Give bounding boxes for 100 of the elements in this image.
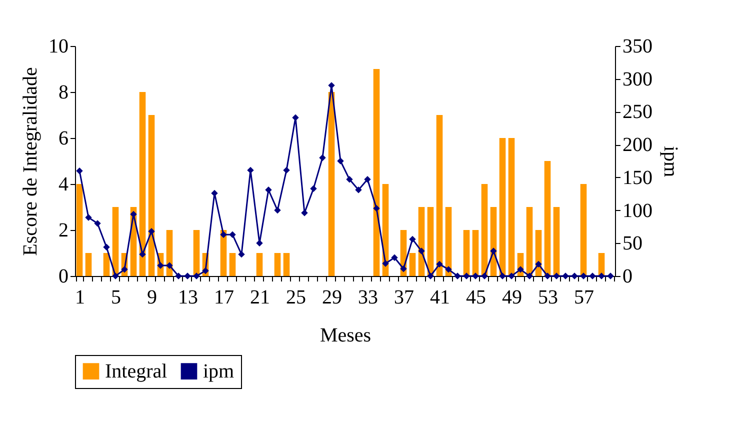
point — [427, 272, 434, 280]
y-tick-label: 4 — [58, 174, 68, 196]
x-tick-label: 1 — [75, 286, 85, 308]
point — [499, 272, 506, 280]
point — [598, 272, 605, 280]
point — [472, 272, 479, 280]
bar — [553, 207, 560, 276]
bar — [418, 207, 425, 276]
bar — [436, 115, 443, 276]
bar — [463, 230, 470, 276]
x-tick-label: 45 — [466, 286, 486, 308]
bar — [382, 184, 389, 276]
bar — [490, 207, 497, 276]
point — [94, 220, 101, 227]
point — [229, 231, 236, 238]
point — [292, 114, 299, 121]
y2-tick-label: 0 — [622, 266, 632, 288]
point — [193, 272, 200, 280]
point — [490, 248, 497, 254]
bar — [283, 253, 290, 276]
bar — [274, 253, 281, 276]
bar — [148, 115, 155, 276]
bar — [508, 138, 515, 276]
bar — [580, 184, 587, 276]
x-axis-title: Meses — [320, 324, 372, 346]
point — [544, 272, 551, 280]
point — [130, 210, 137, 218]
point — [103, 244, 110, 250]
y2-tick-label: 300 — [622, 68, 652, 90]
point — [526, 272, 533, 280]
point — [373, 204, 380, 212]
point — [436, 260, 443, 268]
bar — [229, 253, 236, 276]
point — [580, 272, 587, 280]
x-tick-label: 41 — [430, 286, 450, 308]
point — [571, 272, 578, 280]
point — [481, 272, 488, 280]
y-axis-title: Escore de Integralidade — [20, 66, 42, 256]
bar — [328, 92, 335, 276]
point — [346, 176, 353, 183]
x-tick-label: 33 — [358, 286, 378, 308]
y-tick-label: 8 — [58, 82, 68, 104]
point — [409, 236, 416, 243]
y2-tick-label: 200 — [622, 134, 652, 156]
point — [238, 250, 245, 258]
point — [121, 266, 128, 273]
point — [607, 272, 614, 280]
bar — [112, 207, 119, 276]
point — [355, 186, 362, 194]
point — [283, 166, 290, 174]
bar — [256, 253, 263, 276]
bar — [409, 253, 416, 276]
x-tick-label: 5 — [111, 286, 121, 308]
bar — [472, 230, 479, 276]
bar — [427, 207, 434, 276]
point — [166, 262, 173, 269]
point — [589, 272, 596, 280]
bar — [220, 230, 227, 276]
y2-tick-label: 250 — [622, 101, 652, 124]
bar — [544, 161, 551, 276]
y-tick-label: 0 — [58, 266, 68, 288]
point — [328, 82, 335, 89]
x-tick-label: 25 — [286, 286, 306, 308]
y-tick-label: 10 — [48, 36, 68, 58]
point — [364, 176, 371, 183]
bar — [139, 92, 146, 276]
y2-tick-label: 350 — [622, 36, 652, 58]
point — [265, 186, 272, 194]
point — [319, 154, 326, 162]
bar — [499, 138, 506, 276]
point — [202, 267, 209, 274]
point — [157, 262, 164, 269]
bar — [445, 207, 452, 276]
y2-tick-label: 150 — [622, 166, 652, 189]
x-tick-label: 21 — [250, 286, 270, 308]
x-tick-label: 9 — [147, 286, 157, 308]
point — [553, 272, 560, 280]
point — [112, 272, 119, 280]
point — [310, 185, 317, 192]
bar — [193, 230, 200, 276]
bar — [76, 184, 83, 276]
point — [463, 272, 470, 280]
x-tick-label: 53 — [538, 286, 558, 308]
bar — [481, 184, 488, 276]
legend-label: ipm — [203, 360, 235, 382]
point — [337, 158, 344, 164]
x-tick-label: 13 — [178, 286, 198, 308]
point — [535, 260, 542, 268]
point — [562, 272, 569, 280]
point — [76, 168, 83, 174]
y2-tick-label: 100 — [622, 200, 652, 222]
bar — [103, 253, 110, 276]
point — [220, 231, 227, 238]
point — [400, 265, 407, 272]
legend-label: Integral — [105, 360, 168, 382]
point — [382, 260, 389, 267]
x-tick-label: 57 — [574, 286, 594, 308]
x-tick-label: 17 — [214, 286, 234, 308]
point — [391, 254, 398, 261]
point — [85, 214, 92, 221]
